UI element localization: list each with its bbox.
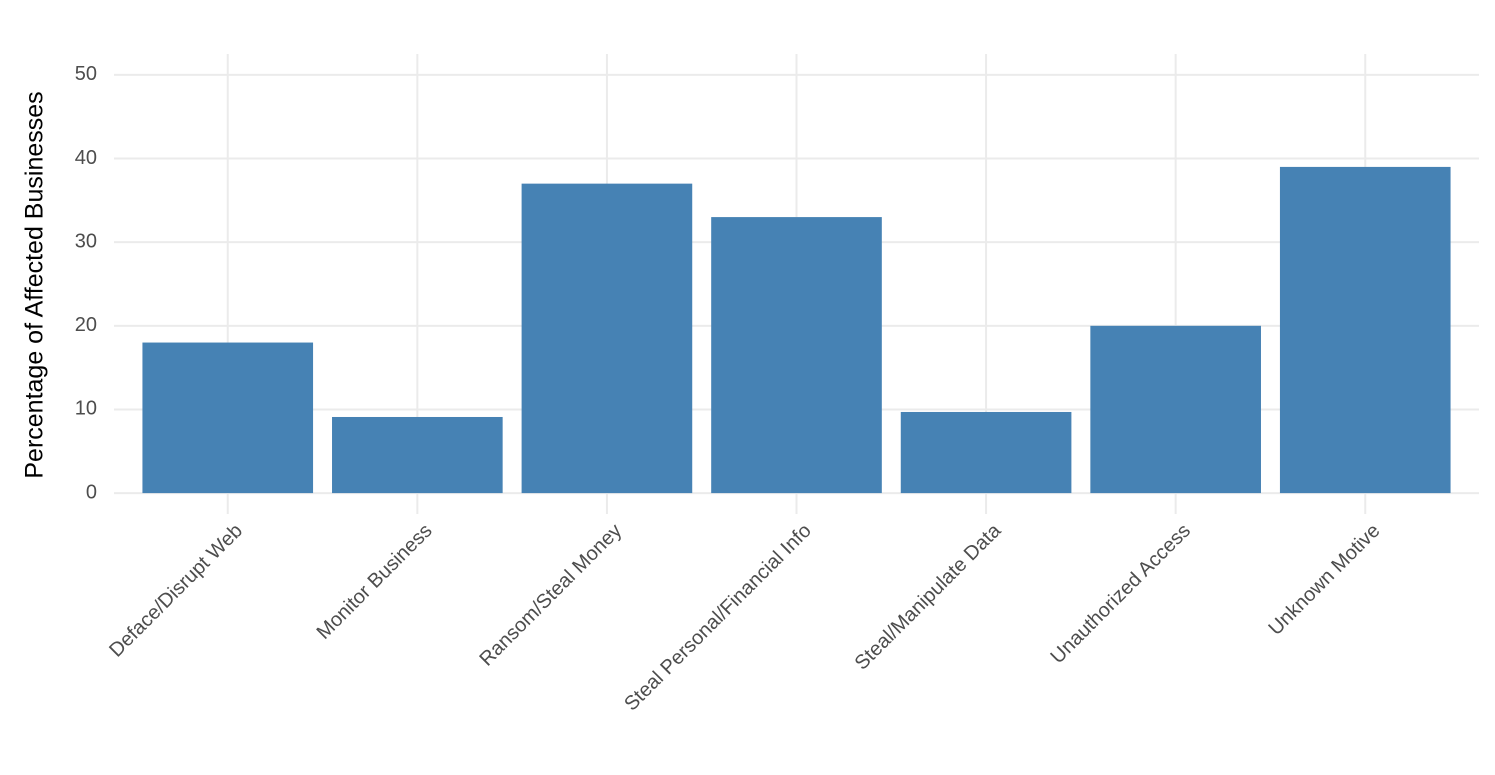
bar bbox=[142, 342, 314, 494]
y-tick-label: 20 bbox=[75, 314, 97, 336]
x-tick-label: Steal Personal/Financial Info bbox=[620, 520, 816, 716]
bar bbox=[900, 411, 1072, 494]
y-tick-label: 30 bbox=[75, 230, 97, 252]
x-tick-label: Steal/Manipulate Data bbox=[851, 519, 1006, 674]
x-tick-label: Deface/Disrupt Web bbox=[105, 520, 247, 662]
y-tick-label: 50 bbox=[75, 63, 97, 85]
y-tick-label: 0 bbox=[86, 481, 97, 503]
bar bbox=[1090, 325, 1261, 494]
bar bbox=[332, 416, 503, 494]
bar bbox=[711, 217, 882, 494]
bar bbox=[1279, 166, 1451, 494]
x-tick-label: Monitor Business bbox=[313, 520, 437, 644]
y-tick-label: 10 bbox=[75, 398, 97, 420]
bar bbox=[521, 183, 693, 494]
x-tick-label: Unknown Motive bbox=[1264, 520, 1384, 640]
x-tick-label: Ransom/Steal Money bbox=[475, 520, 626, 671]
y-axis-title: Percentage of Affected Businesses bbox=[21, 91, 49, 478]
y-tick-label: 40 bbox=[75, 147, 97, 169]
x-tick-label: Unauthorized Access bbox=[1047, 520, 1195, 668]
